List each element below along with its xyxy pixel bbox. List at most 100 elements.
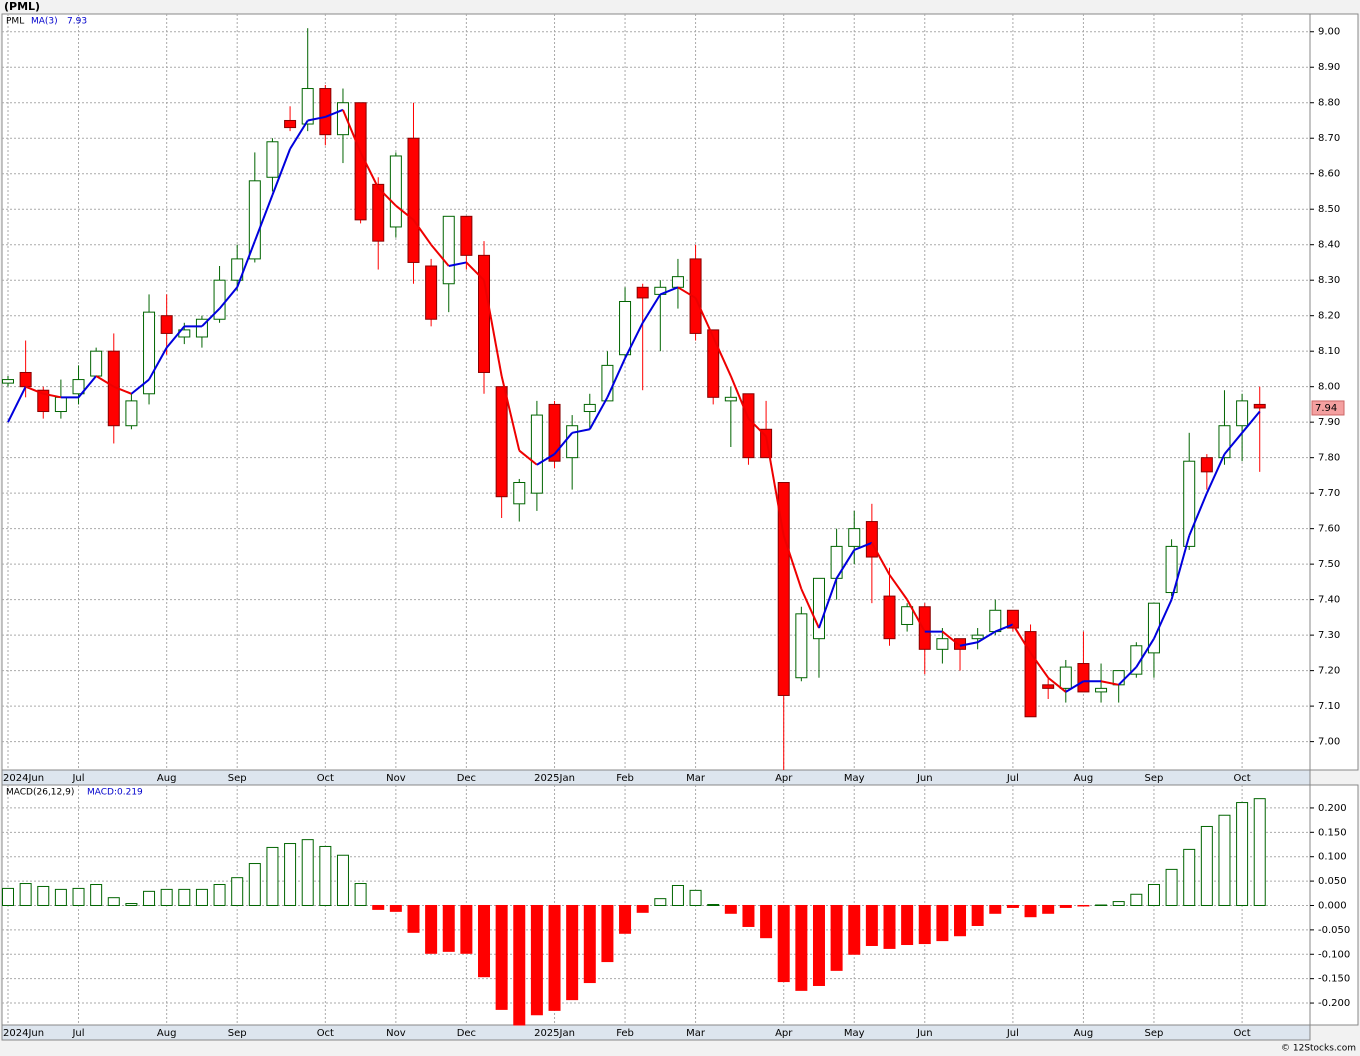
macd-bar (865, 904, 878, 946)
candle-body (248, 180, 261, 260)
candle-body (566, 425, 579, 459)
candle-body (495, 386, 508, 498)
y-tick-label: -0.150 (1318, 974, 1350, 985)
macd-bar (1077, 904, 1090, 907)
ma-line (588, 396, 609, 430)
macd-bar (689, 889, 702, 906)
macd-bar (619, 904, 632, 934)
macd-bar (19, 883, 32, 906)
y-tick-label: 8.40 (1318, 240, 1340, 251)
macd-bar (301, 839, 314, 906)
ma-line (395, 204, 415, 221)
macd-bar (707, 904, 720, 906)
macd-bar (830, 904, 843, 971)
macd-bar (1253, 798, 1266, 906)
macd-bar (248, 863, 261, 906)
ma-line (218, 286, 238, 310)
ma-line (870, 542, 891, 576)
ma-line (1188, 492, 1208, 537)
ma-line (253, 194, 274, 242)
ma-line (765, 436, 785, 536)
x-tick-label: 2024Jun (3, 773, 44, 784)
price-tag-label: 7.94 (1315, 403, 1337, 414)
macd-bar (372, 904, 385, 910)
candle-body (689, 258, 702, 334)
macd-bar (724, 904, 737, 914)
macd-bar (795, 904, 808, 991)
x-tick-label: Aug (157, 773, 177, 784)
ma-line (1135, 638, 1155, 668)
candle-body (848, 528, 861, 547)
ma-line (1241, 410, 1261, 434)
ma-line (712, 336, 732, 377)
y-tick-label: 8.30 (1318, 275, 1340, 286)
x-tick-label: Oct (1233, 1028, 1250, 1039)
macd-bar (478, 904, 491, 978)
ma-line (113, 385, 132, 395)
candle-body (619, 300, 632, 356)
macd-bar (1218, 814, 1231, 906)
candle-body (1006, 609, 1019, 629)
ma-line (7, 386, 27, 423)
candle-body (425, 265, 438, 320)
candle-body (918, 606, 931, 650)
candle-body (72, 379, 85, 395)
macd-bar (901, 904, 914, 946)
macd-bar (213, 884, 226, 906)
ma-line (148, 347, 168, 381)
ma-line (377, 187, 397, 207)
macd-bar (530, 904, 543, 1016)
macd-bar (354, 883, 367, 906)
macd-title: MACD(26,12,9) (6, 788, 74, 798)
y-tick-label: 0.150 (1318, 827, 1347, 838)
x-tick-label: Jul (1006, 773, 1019, 784)
x-tick-label: Apr (775, 1028, 793, 1039)
ma-line (1065, 680, 1084, 693)
macd-bar (495, 904, 508, 1010)
x-tick-label: Apr (775, 773, 793, 784)
macd-bar (1200, 825, 1213, 906)
ma-line (518, 449, 538, 466)
candle-body (989, 609, 1002, 633)
candle-body (1200, 457, 1213, 473)
ma-line (465, 261, 485, 281)
ma-line (483, 280, 503, 377)
candle-body (125, 400, 138, 427)
ma-line (747, 417, 767, 438)
ma-line (624, 322, 644, 359)
candle-body (231, 258, 244, 281)
macd-current: MACD:0.219 (87, 788, 143, 798)
y-tick-label: 9.00 (1318, 27, 1340, 38)
ma-line (1100, 680, 1119, 686)
candle-body (936, 638, 949, 650)
macd-axis (1309, 784, 1359, 1026)
macd-bar (566, 904, 579, 1001)
ma-line (782, 535, 803, 590)
candle-body (707, 329, 720, 398)
x-tick-label: 2024Jun (3, 1028, 44, 1039)
x-tick-label: Sep (228, 773, 247, 784)
ma-line (77, 375, 97, 398)
candle-body (513, 482, 526, 505)
macd-bar (442, 904, 455, 952)
candle-body (777, 482, 790, 696)
x-axis-strip (1, 769, 1311, 786)
ma-line (729, 375, 750, 420)
y-tick-label: -0.050 (1318, 925, 1350, 936)
ma-line (324, 108, 344, 118)
macd-bar (389, 904, 402, 912)
macd-bar (848, 904, 861, 955)
candle-body (90, 350, 103, 377)
macd-bar (1183, 848, 1196, 906)
macd-bar (2, 887, 14, 906)
ma-line (694, 297, 715, 338)
ma-line (1205, 453, 1226, 494)
macd-bar (918, 904, 931, 945)
macd-bar (777, 904, 790, 983)
macd-bar (336, 854, 349, 906)
macd-bar (72, 887, 85, 906)
candle-body (284, 119, 297, 129)
candle-body (901, 606, 914, 625)
y-tick-label: 8.50 (1318, 204, 1340, 215)
